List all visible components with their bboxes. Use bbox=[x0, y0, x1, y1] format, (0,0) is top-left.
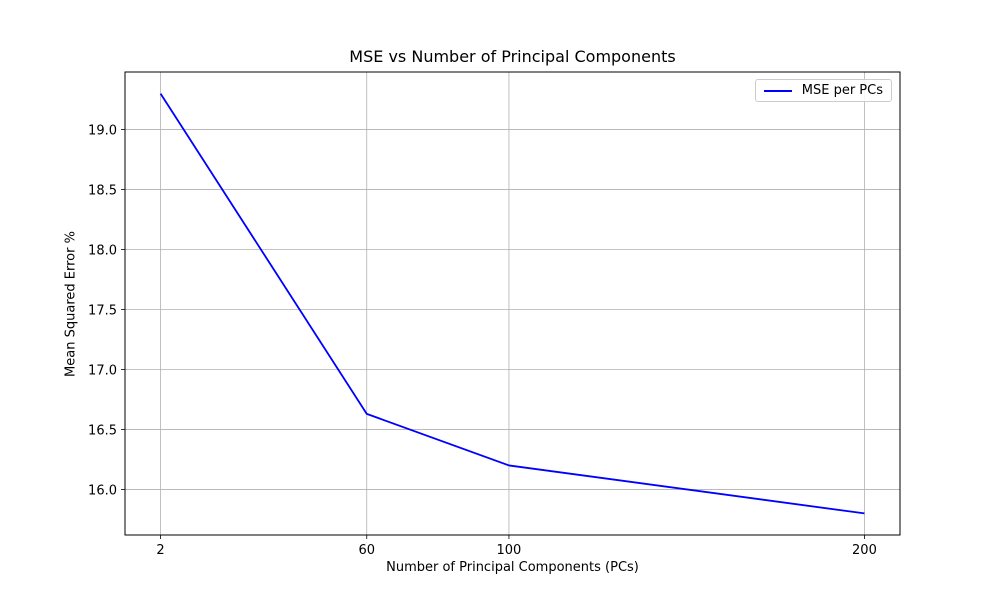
y-tick-label: 17.5 bbox=[88, 303, 117, 318]
chart-title: MSE vs Number of Principal Components bbox=[349, 47, 676, 66]
y-tick-label: 16.0 bbox=[88, 483, 117, 498]
axis-ticks: 2 60 100 200 16.0 16.5 17.0 17.5 18.0 18.5 19.0 bbox=[88, 124, 877, 558]
y-tick-label: 18.5 bbox=[88, 184, 117, 199]
series-lines bbox=[159, 93, 865, 515]
grid-lines bbox=[125, 72, 900, 535]
x-tick-label: 2 bbox=[156, 543, 164, 558]
legend-swatch bbox=[763, 89, 792, 92]
y-tick-label: 18.0 bbox=[88, 244, 117, 259]
legend: MSE per PCs bbox=[754, 79, 892, 102]
x-tick-label: 100 bbox=[497, 543, 522, 558]
y-tick-label: 17.0 bbox=[88, 363, 117, 378]
x-tick-label: 200 bbox=[852, 543, 877, 558]
y-axis-label: Mean Squared Error % bbox=[63, 231, 79, 377]
legend-label: MSE per PCs bbox=[801, 83, 883, 98]
x-axis-label: Number of Principal Components (PCs) bbox=[386, 560, 639, 575]
x-tick-label: 60 bbox=[358, 543, 375, 558]
y-tick-label: 19.0 bbox=[88, 124, 117, 139]
y-tick-label: 16.5 bbox=[88, 423, 117, 438]
series-line bbox=[159, 93, 865, 515]
axes-frame bbox=[124, 71, 901, 536]
